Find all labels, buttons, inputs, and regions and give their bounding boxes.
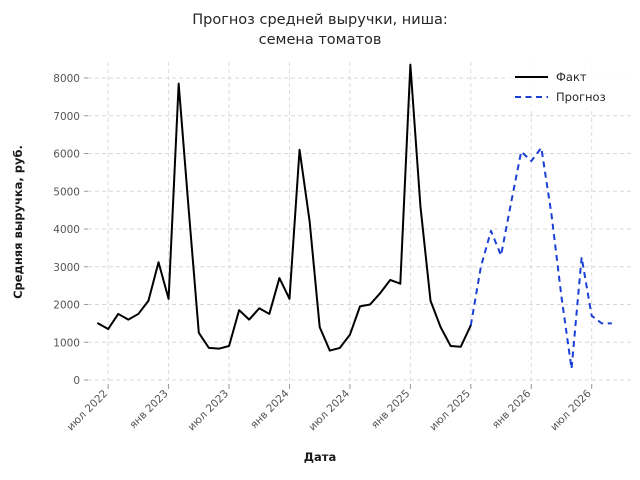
series-line-fact: [97, 63, 472, 352]
grid-layer: [88, 62, 632, 388]
y-tick-label: 2000: [53, 300, 80, 312]
x-axis-label: Дата: [304, 450, 336, 464]
tick-layer: [84, 77, 593, 389]
chart-title-line-2: семена томатов: [259, 32, 382, 48]
legend-label-forecast: Прогноз: [556, 90, 606, 104]
series-layer: [97, 63, 612, 370]
legend-background: [505, 62, 635, 110]
chart-title-line-1: Прогноз средней выручки, ниша:: [192, 12, 448, 28]
y-tick-label: 7000: [53, 111, 80, 123]
y-tick-label: 4000: [53, 224, 80, 236]
y-tick-labels: 0 1000 2000 3000 4000 5000 6000 7000 8000: [53, 73, 80, 387]
series-line-forecast: [469, 146, 612, 370]
y-axis-label: Средняя выручка, руб.: [11, 145, 25, 299]
y-tick-label: 5000: [53, 186, 80, 198]
y-tick-label: 8000: [53, 73, 80, 85]
chart-legend: Факт Прогноз: [505, 62, 635, 110]
y-tick-label: 3000: [53, 262, 80, 274]
y-tick-label: 6000: [53, 149, 80, 161]
y-tick-label: 0: [73, 375, 80, 387]
legend-label-fact: Факт: [556, 70, 587, 84]
y-tick-label: 1000: [53, 337, 80, 349]
